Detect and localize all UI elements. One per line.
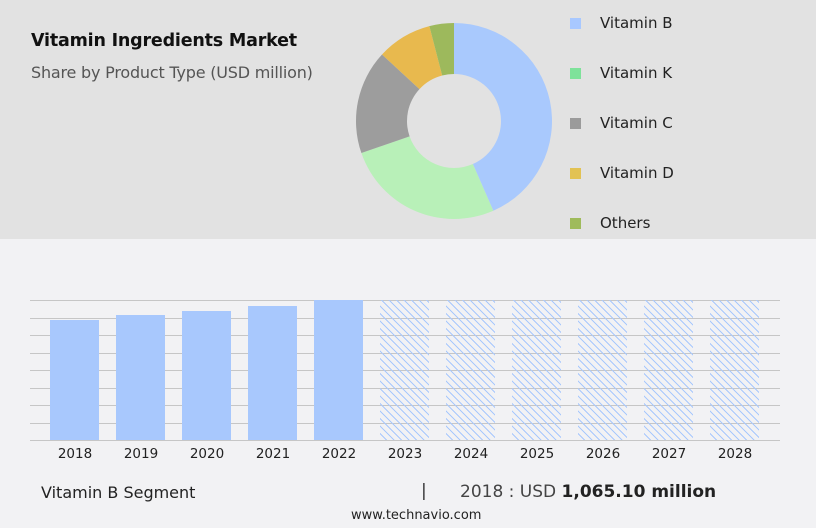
source-url: www.technavio.com — [351, 508, 482, 523]
x-axis-label: 2027 — [651, 446, 687, 462]
donut-slice — [361, 136, 494, 219]
forecast-bar — [710, 300, 759, 440]
forecast-bar — [644, 300, 693, 440]
chart-subtitle: Share by Product Type (USD million) — [31, 63, 313, 82]
legend-label: Others — [600, 214, 651, 232]
gridline — [30, 440, 780, 441]
forecast-bar — [446, 300, 495, 440]
footer-divider: | — [421, 481, 427, 501]
forecast-bar — [380, 300, 429, 440]
x-axis-label: 2021 — [255, 446, 291, 462]
x-axis-label: 2028 — [717, 446, 753, 462]
legend-swatch-icon — [570, 117, 581, 129]
x-axis-label: 2026 — [585, 446, 621, 462]
donut-slice — [454, 23, 552, 211]
legend-item: Vitamin D — [570, 162, 770, 184]
legend-label: Vitamin D — [600, 164, 674, 182]
segment-value: 2018 : USD 1,065.10 million — [460, 482, 716, 502]
x-axis-label: 2020 — [189, 446, 225, 462]
legend-swatch-icon — [570, 167, 581, 179]
forecast-bar — [578, 300, 627, 440]
donut-slice — [356, 54, 420, 154]
donut-slice — [382, 26, 443, 90]
legend-item: Vitamin C — [570, 112, 770, 134]
donut-chart — [356, 23, 552, 219]
legend-label: Vitamin K — [600, 64, 673, 82]
legend-label: Vitamin C — [600, 114, 673, 132]
year-prefix: 2018 : USD — [460, 482, 562, 502]
legend-swatch-icon — [570, 217, 581, 229]
x-axis-label: 2022 — [321, 446, 357, 462]
x-axis-label: 2024 — [453, 446, 489, 462]
bar — [314, 300, 363, 440]
x-axis-label: 2018 — [57, 446, 93, 462]
bar — [50, 319, 99, 440]
legend-swatch-icon — [570, 67, 581, 79]
forecast-bar — [512, 300, 561, 440]
x-axis-label: 2023 — [387, 446, 423, 462]
legend-label: Vitamin B — [600, 14, 673, 32]
bar — [248, 305, 297, 440]
legend-item: Vitamin K — [570, 62, 770, 84]
legend-item: Vitamin B — [570, 12, 770, 34]
chart-title: Vitamin Ingredients Market — [31, 31, 297, 51]
bar — [182, 311, 231, 440]
bar-chart: 2018 2019 2020 2021 2022 2023 2024 2025 2026 2027… — [0, 239, 816, 469]
donut-slice — [429, 23, 454, 76]
value-amount: 1,065.10 million — [561, 482, 717, 502]
x-axis-label: 2025 — [519, 446, 555, 462]
bar — [116, 315, 165, 440]
x-axis-label: 2019 — [123, 446, 159, 462]
legend-swatch-icon — [570, 17, 581, 29]
top-panel: Vitamin Ingredients Market Share by Prod… — [0, 0, 816, 239]
legend-item: Others — [570, 212, 770, 234]
segment-label: Vitamin B Segment — [41, 483, 196, 502]
